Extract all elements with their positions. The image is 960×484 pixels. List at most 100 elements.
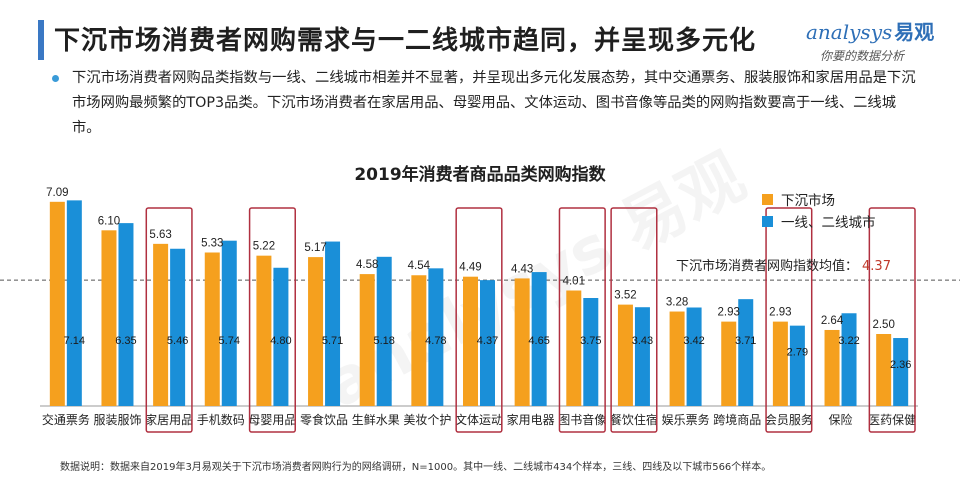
bar-series-1-1 xyxy=(49,201,65,406)
data-label-series-1-16: 2.64 xyxy=(821,315,844,327)
data-label-series-1-7: 4.58 xyxy=(356,259,378,271)
bar-series-1-17 xyxy=(876,334,892,406)
bar-series-2-4 xyxy=(221,240,237,406)
category-label-10: 家用电器 xyxy=(507,412,555,427)
data-label-series-1-11: 4.01 xyxy=(563,276,585,288)
bar-series-1-13 xyxy=(669,311,685,406)
bar-series-2-15 xyxy=(789,325,805,406)
bar-series-1-6 xyxy=(308,257,324,406)
bar-series-1-12 xyxy=(617,304,633,406)
data-footnote: 数据说明：数据来自2019年3月易观关于下沉市场消费者网购行为的网络调研，N=1… xyxy=(60,462,772,473)
average-line-text: 下沉市场消费者网购指数均值： xyxy=(676,259,859,274)
brand-logo: analysys 易观 你要的数据分析 xyxy=(806,16,936,64)
highlight-frame-12 xyxy=(610,207,658,433)
data-label-series-1-8: 4.54 xyxy=(408,260,431,272)
category-label-9: 文体运动 xyxy=(455,412,503,427)
bar-series-1-9 xyxy=(463,276,478,406)
highlight-frame-11 xyxy=(558,207,606,433)
data-label-series-1-17: 2.50 xyxy=(872,319,894,331)
data-label-series-2-12: 3.43 xyxy=(632,335,653,347)
category-label-17: 医药保健 xyxy=(868,413,916,427)
bar-series-2-5 xyxy=(273,267,289,406)
brand-name-en: analysys xyxy=(806,20,893,44)
average-line-label: 下沉市场消费者网购指数均值： 4.37 xyxy=(676,255,891,274)
category-label-6: 零食饮品 xyxy=(300,412,348,427)
bar-series-2-6 xyxy=(325,241,341,406)
chart-title: 2019年消费者商品品类网购指数 xyxy=(354,165,606,185)
bullet-icon xyxy=(52,75,59,82)
highlight-frame-17 xyxy=(868,207,916,433)
data-label-series-2-13: 3.42 xyxy=(683,335,704,347)
data-label-series-1-13: 3.28 xyxy=(666,297,688,309)
category-label-7: 生鲜水果 xyxy=(352,413,400,427)
data-label-series-2-6: 5.71 xyxy=(322,335,343,347)
legend-swatch-series-1 xyxy=(762,193,773,205)
data-label-series-2-9: 4.37 xyxy=(477,335,498,347)
average-line-value: 4.37 xyxy=(862,259,891,274)
category-label-2: 服装服饰 xyxy=(93,413,141,427)
legend-swatch-series-2 xyxy=(762,215,773,227)
bar-series-2-2 xyxy=(118,223,134,406)
bar-series-2-17 xyxy=(893,338,909,406)
legend-label-series-1: 下沉市场 xyxy=(781,193,835,209)
bar-series-2-16 xyxy=(841,313,857,406)
category-label-3: 家居用品 xyxy=(145,412,193,427)
bar-series-1-16 xyxy=(824,329,840,406)
data-label-series-1-2: 6.10 xyxy=(98,215,120,227)
data-label-series-2-15: 2.79 xyxy=(787,347,808,359)
bar-series-2-10 xyxy=(531,272,547,406)
category-label-13: 娱乐票务 xyxy=(662,412,710,427)
highlight-frame-5 xyxy=(248,207,296,433)
bar-series-2-13 xyxy=(686,307,702,406)
category-label-12: 餐饮住宿 xyxy=(610,412,658,427)
data-label-series-1-6: 5.17 xyxy=(304,242,326,254)
chart-legend: 下沉市场 一线、二线城市 xyxy=(762,188,876,232)
data-label-series-1-4: 5.33 xyxy=(201,237,223,249)
data-label-series-1-14: 2.93 xyxy=(718,307,740,319)
data-label-series-2-11: 3.75 xyxy=(580,335,601,347)
bar-series-1-3 xyxy=(153,243,169,406)
bar-series-2-11 xyxy=(583,298,599,406)
data-label-series-1-15: 2.93 xyxy=(769,307,791,319)
bar-series-2-12 xyxy=(634,307,650,406)
highlight-frame-15 xyxy=(765,207,813,433)
category-label-1: 交通票务 xyxy=(42,412,90,427)
data-label-series-2-8: 4.78 xyxy=(425,335,446,347)
bar-series-2-3 xyxy=(170,248,186,406)
brand-slogan: 你要的数据分析 xyxy=(820,49,905,63)
data-label-series-2-4: 5.74 xyxy=(219,335,240,347)
bar-series-2-9 xyxy=(480,280,495,406)
category-label-14: 跨境商品 xyxy=(713,412,761,427)
data-label-series-1-9: 4.49 xyxy=(459,262,481,274)
brand-name-cn: 易观 xyxy=(894,20,935,44)
bar-series-2-8 xyxy=(428,268,444,406)
data-label-series-1-12: 3.52 xyxy=(614,290,636,302)
category-label-4: 手机数码 xyxy=(197,412,245,427)
description-text: 下沉市场消费者网购品类指数与一线、二线城市相差并不显著，并呈现出多元化发展态势，… xyxy=(72,70,916,136)
data-label-series-2-2: 6.35 xyxy=(115,335,136,347)
bar-series-1-10 xyxy=(514,278,530,406)
legend-item-series-1: 下沉市场 xyxy=(762,188,876,210)
bar-series-1-2 xyxy=(101,230,117,406)
bar-series-2-14 xyxy=(738,299,754,406)
legend-item-series-2: 一线、二线城市 xyxy=(762,210,876,232)
data-label-series-2-7: 5.18 xyxy=(373,335,394,347)
data-label-series-2-5: 4.80 xyxy=(270,335,291,347)
bar-series-2-7 xyxy=(376,256,392,406)
data-label-series-1-10: 4.43 xyxy=(511,263,533,275)
legend-label-series-2: 一线、二线城市 xyxy=(781,215,876,231)
page-title: 下沉市场消费者网购需求与一二线城市趋同，并呈现多元化 xyxy=(54,26,757,56)
data-label-series-1-1: 7.09 xyxy=(46,187,68,199)
category-label-11: 图书音像 xyxy=(558,412,606,427)
data-label-series-2-3: 5.46 xyxy=(167,335,188,347)
title-accent-bar xyxy=(38,20,44,60)
data-label-series-1-3: 5.63 xyxy=(149,229,171,241)
data-label-series-2-10: 4.65 xyxy=(528,335,549,347)
category-label-8: 美妆个护 xyxy=(403,413,451,427)
bar-series-1-5 xyxy=(256,255,272,406)
bar-series-1-15 xyxy=(772,321,788,406)
category-label-16: 保险 xyxy=(829,412,853,427)
bar-series-1-7 xyxy=(359,274,375,406)
bar-series-1-4 xyxy=(204,252,220,406)
